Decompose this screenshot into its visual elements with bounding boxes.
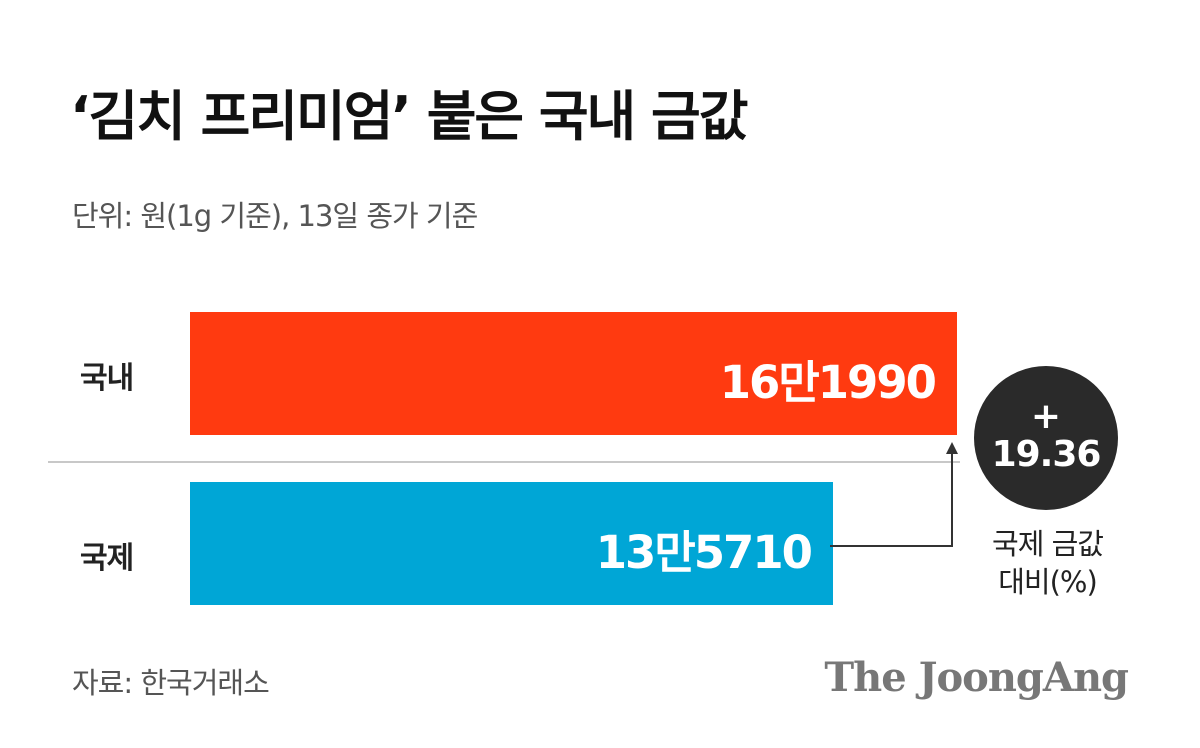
bar (190, 312, 957, 435)
chart-title: ‘김치 프리미엄’ 붙은 국내 금값 (70, 85, 748, 148)
bar (190, 482, 833, 605)
premium-caption-line2: 대비(%) (998, 565, 1098, 599)
category-label: 국제 (80, 541, 134, 576)
brand-logo: The JoongAng (824, 654, 1129, 701)
bar-value-label: 16만1990 (719, 356, 937, 409)
bar-value-label: 13만5710 (595, 526, 813, 579)
connector-arrow (946, 442, 958, 454)
premium-caption: 국제 금값 대비(%) (960, 525, 1135, 601)
premium-bubble: + 19.36 (974, 366, 1118, 510)
source-note: 자료: 한국거래소 (72, 666, 270, 700)
chart-subtitle: 단위: 원(1g 기준), 13일 종가 기준 (72, 199, 478, 233)
row-separator (48, 461, 960, 463)
premium-caption-line1: 국제 금값 (992, 527, 1104, 561)
premium-sign: + (1030, 396, 1062, 437)
category-label: 국내 (80, 361, 134, 396)
connector-line (830, 452, 953, 547)
premium-value: 19.36 (991, 434, 1102, 475)
